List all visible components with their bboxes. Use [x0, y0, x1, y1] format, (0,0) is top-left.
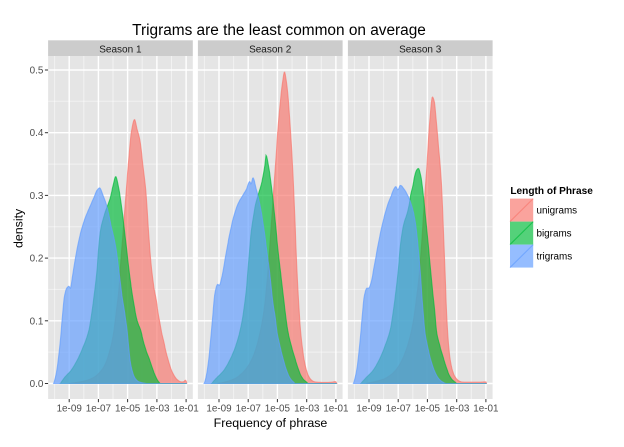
svg-text:1e-03: 1e-03 — [294, 404, 320, 415]
svg-text:0.3: 0.3 — [30, 191, 44, 202]
svg-text:1e-03: 1e-03 — [444, 404, 470, 415]
svg-text:Season 3: Season 3 — [399, 44, 442, 55]
svg-text:0.0: 0.0 — [30, 379, 44, 390]
svg-text:bigrams: bigrams — [537, 229, 572, 240]
svg-text:1e-09: 1e-09 — [206, 404, 232, 415]
svg-text:0.4: 0.4 — [30, 128, 44, 139]
svg-text:1e-05: 1e-05 — [115, 404, 141, 415]
svg-text:1e-09: 1e-09 — [356, 404, 382, 415]
svg-text:0.5: 0.5 — [30, 66, 44, 77]
svg-text:1e-03: 1e-03 — [144, 404, 170, 415]
svg-text:1e-01: 1e-01 — [473, 404, 499, 415]
svg-text:0.1: 0.1 — [30, 316, 44, 327]
svg-text:1e-05: 1e-05 — [415, 404, 441, 415]
svg-text:0.2: 0.2 — [30, 254, 44, 265]
svg-text:density: density — [12, 208, 26, 248]
svg-text:Frequency of phrase: Frequency of phrase — [214, 416, 328, 430]
svg-text:Season 1: Season 1 — [99, 44, 142, 55]
svg-text:trigrams: trigrams — [537, 252, 573, 263]
svg-text:1e-01: 1e-01 — [323, 404, 349, 415]
svg-text:1e-01: 1e-01 — [173, 404, 199, 415]
svg-text:1e-07: 1e-07 — [236, 404, 261, 415]
svg-text:1e-05: 1e-05 — [265, 404, 291, 415]
svg-text:Length of Phrase: Length of Phrase — [510, 186, 593, 197]
svg-text:1e-09: 1e-09 — [57, 404, 83, 415]
svg-text:Season 2: Season 2 — [249, 44, 292, 55]
svg-text:Trigrams are the least common: Trigrams are the least common on average — [132, 22, 426, 39]
svg-text:unigrams: unigrams — [537, 206, 578, 217]
svg-text:1e-07: 1e-07 — [86, 404, 111, 415]
svg-text:1e-07: 1e-07 — [386, 404, 411, 415]
